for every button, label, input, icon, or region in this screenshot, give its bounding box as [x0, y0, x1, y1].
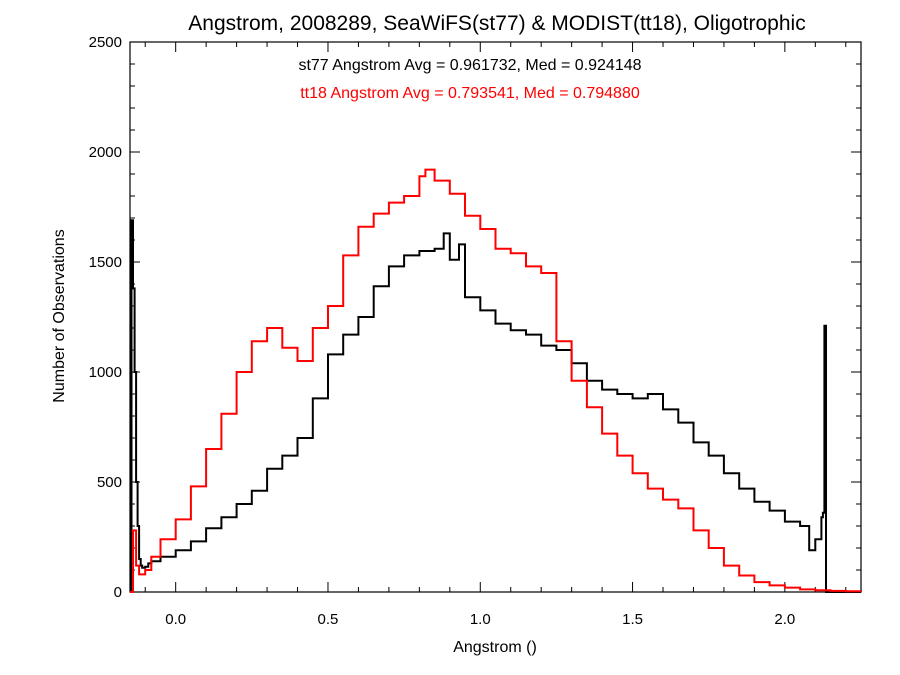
- y-tick-label: 0: [114, 584, 122, 601]
- x-tick-label: 1.0: [470, 611, 491, 628]
- series-tt18-line: [130, 168, 862, 593]
- y-tick-label: 2000: [89, 144, 122, 161]
- y-tick-label: 1000: [89, 364, 122, 381]
- x-axis-tick-labels: 0.0 0.5 1.0 1.5 2.0: [165, 611, 795, 628]
- y-tick-label: 2500: [89, 34, 122, 51]
- plot-frame: [129, 41, 862, 593]
- y-axis-tick-labels: 0 500 1000 1500 2000 2500: [89, 34, 122, 601]
- y-tick-label: 1500: [89, 254, 122, 271]
- x-tick-label: 0.5: [318, 611, 339, 628]
- tt18-stats-annotation: tt18 Angstrom Avg = 0.793541, Med = 0.79…: [300, 85, 640, 102]
- x-tick-label: 2.0: [774, 611, 795, 628]
- x-axis-label: Angstrom (): [453, 639, 537, 656]
- series-lines: [130, 168, 862, 593]
- y-tick-label: 500: [97, 474, 122, 491]
- x-tick-label: 0.0: [165, 611, 186, 628]
- st77-stats-annotation: st77 Angstrom Avg = 0.961732, Med = 0.92…: [298, 57, 641, 74]
- chart-title: Angstrom, 2008289, SeaWiFS(st77) & MODIS…: [188, 12, 805, 35]
- x-tick-label: 1.5: [622, 611, 643, 628]
- y-axis-label: Number of Observations: [51, 229, 68, 402]
